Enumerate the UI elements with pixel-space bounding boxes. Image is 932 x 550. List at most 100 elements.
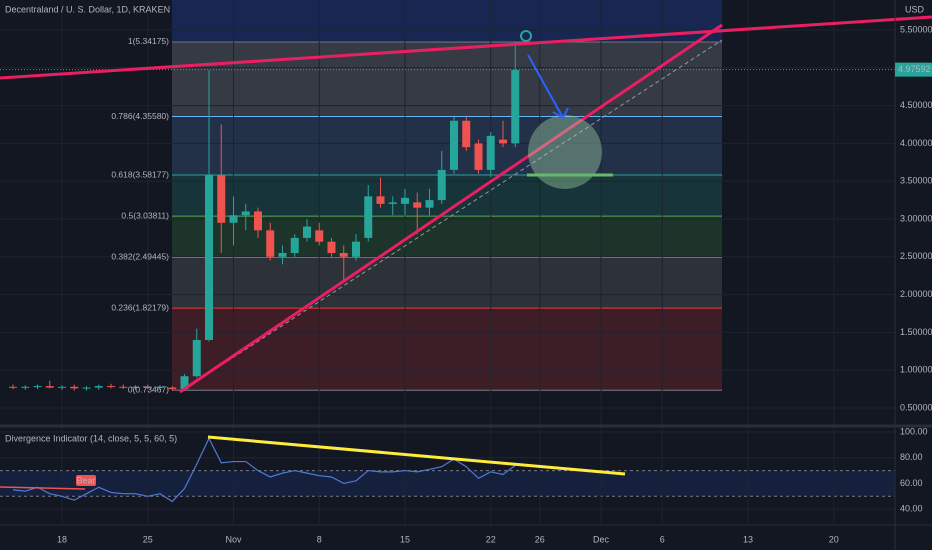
chart-title: Decentraland / U. S. Dollar, 1D, KRAKEN <box>5 4 170 14</box>
candle-body <box>217 175 226 223</box>
arrow-head <box>552 107 569 120</box>
candle-body <box>303 226 311 238</box>
candle-body <box>278 253 287 257</box>
y-tick-label: 0.50000 <box>900 402 932 412</box>
candle-body <box>70 386 79 389</box>
candle-body <box>486 135 495 170</box>
last-price-label: 4.97592 <box>898 64 931 74</box>
x-tick-label: 20 <box>829 534 839 544</box>
candle-body <box>364 196 373 238</box>
candle-body <box>315 230 324 242</box>
candle-body <box>180 376 189 390</box>
candle-body <box>499 139 507 144</box>
fib-band <box>172 41 722 117</box>
candle-body <box>511 70 520 144</box>
fib-label: 0.236(1.82179) <box>111 302 169 312</box>
x-tick-label: 6 <box>660 534 665 544</box>
candle-body <box>376 196 385 204</box>
x-tick-label: 18 <box>57 534 67 544</box>
candle-body <box>437 169 446 201</box>
candle-body <box>107 386 115 388</box>
bear-line <box>0 486 86 490</box>
candle-body <box>205 175 213 340</box>
y-tick-label: 3.50000 <box>900 176 932 186</box>
divergence-line <box>207 435 626 476</box>
candle-body <box>119 386 128 388</box>
y-tick-label: 3.00000 <box>900 213 932 223</box>
y-tick-label: 1.50000 <box>900 327 932 337</box>
x-tick-label: 22 <box>486 534 496 544</box>
x-tick-label: Nov <box>225 534 242 544</box>
candle-body <box>241 211 250 216</box>
currency: USD <box>905 4 925 14</box>
x-tick-label: 25 <box>143 534 153 544</box>
y-tick-label: 2.00000 <box>900 289 932 299</box>
fib-label: 0.382(2.49445) <box>111 251 169 261</box>
candle-body <box>413 202 422 208</box>
x-tick-label: 15 <box>400 534 410 544</box>
candle-body <box>192 339 201 377</box>
marker <box>520 30 532 42</box>
badge-label: Bear <box>76 475 95 485</box>
fib-label: 1(5.34175) <box>128 36 169 46</box>
y-tick-label: 1.00000 <box>900 365 932 375</box>
candle-body <box>9 386 17 388</box>
fib-band <box>172 116 722 176</box>
candle-body <box>352 241 360 257</box>
fib-band <box>172 216 722 258</box>
candle-body <box>339 253 348 257</box>
candle-body <box>229 215 238 223</box>
y-tick-label: 100.00 <box>900 426 928 436</box>
candle-body <box>266 230 275 257</box>
fib-label: 0(0.73467) <box>128 385 169 395</box>
candle-body <box>21 386 30 388</box>
y-tick-label: 60.00 <box>900 478 923 488</box>
candle-body <box>474 143 483 170</box>
x-tick-label: 8 <box>317 534 322 544</box>
fib-label: 0.5(3.03811) <box>121 210 169 220</box>
indicator-title: Divergence Indicator (14, close, 5, 5, 6… <box>5 433 177 443</box>
candle-body <box>94 386 103 388</box>
candle-body <box>290 237 299 254</box>
y-tick-label: 80.00 <box>900 452 923 462</box>
fib-band <box>172 257 722 309</box>
candle-body <box>425 200 434 208</box>
candle-body <box>327 241 336 254</box>
badge-box <box>76 475 96 486</box>
fib-band <box>172 308 722 391</box>
fib-band <box>172 175 722 217</box>
candle-body <box>45 386 54 388</box>
candle-body <box>254 211 262 231</box>
target-circle <box>528 115 602 189</box>
indicator-line <box>12 437 516 503</box>
candle-body <box>82 387 91 389</box>
fib-label: 0.618(3.58177) <box>111 169 169 179</box>
arrow <box>527 54 563 117</box>
y-tick-label: 4.50000 <box>900 100 932 110</box>
fib-label: 0.786(4.35580) <box>111 111 169 121</box>
dashed-line <box>179 39 723 393</box>
y-tick-label: 4.00000 <box>900 138 932 148</box>
candle-body <box>58 386 66 388</box>
candle-body <box>33 386 42 388</box>
last-price-box <box>895 62 932 77</box>
y-tick-label: 5.50000 <box>900 24 932 34</box>
y-tick-label: 2.50000 <box>900 251 932 261</box>
x-tick-label: 26 <box>535 534 545 544</box>
trendline <box>179 23 723 394</box>
candle-body <box>388 202 397 204</box>
x-tick-label: 13 <box>743 534 753 544</box>
trendline <box>0 15 932 80</box>
candle-body <box>156 386 164 388</box>
candle-body <box>168 387 177 390</box>
x-tick-label: Dec <box>593 534 610 544</box>
fib-extension <box>172 0 722 42</box>
candle-body <box>401 197 409 204</box>
candle-body <box>450 120 458 170</box>
candle-body <box>131 386 140 388</box>
candle-body <box>462 120 471 148</box>
y-tick-label: 40.00 <box>900 504 923 514</box>
candle-body <box>143 386 152 388</box>
